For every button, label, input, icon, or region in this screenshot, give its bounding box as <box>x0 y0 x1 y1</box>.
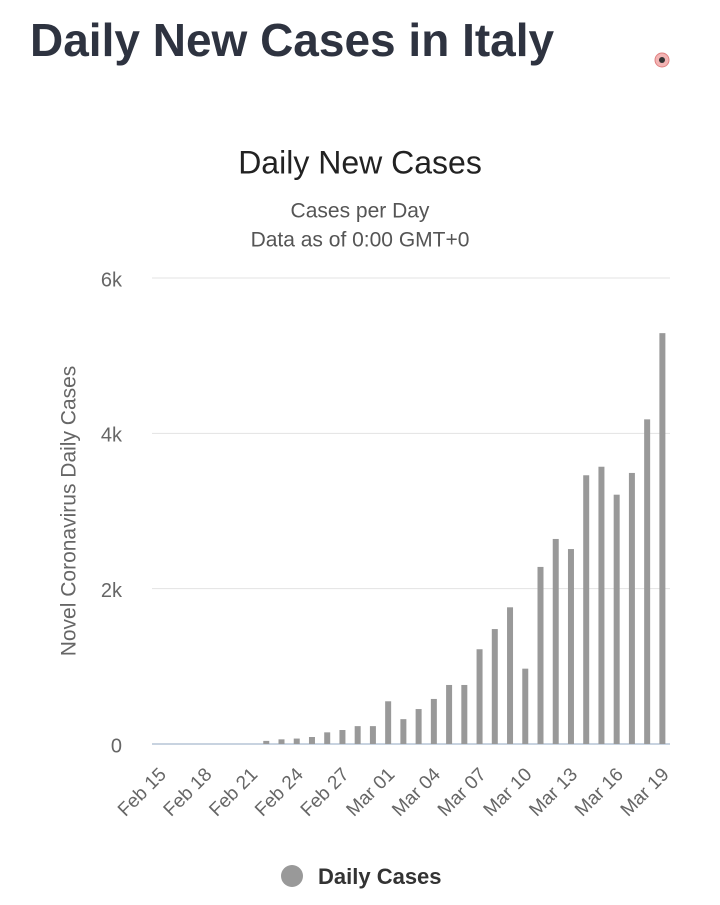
bar <box>354 726 361 744</box>
x-tick-label: Mar 16 <box>571 764 628 821</box>
bar <box>598 466 605 744</box>
chart-title: Daily New Cases <box>238 144 482 180</box>
y-tick-label: 0 <box>111 735 122 757</box>
x-tick-label: Mar 19 <box>617 764 674 821</box>
y-tick-label: 4k <box>101 425 123 447</box>
bar <box>308 737 315 744</box>
x-tick-label: Mar 10 <box>480 764 537 821</box>
x-tick-label: Mar 04 <box>388 764 445 821</box>
bar <box>537 566 544 744</box>
bar <box>400 719 407 744</box>
x-tick-label: Feb 18 <box>160 764 217 821</box>
x-tick-label: Feb 27 <box>297 764 354 821</box>
y-tick-label: 2k <box>101 580 123 602</box>
bar <box>507 607 514 744</box>
bar <box>339 730 346 744</box>
bar <box>583 475 590 744</box>
page-title: Daily New Cases in Italy <box>30 14 555 66</box>
x-tick-label: Feb 21 <box>205 764 262 821</box>
chart-subtitle: Cases per Day <box>291 200 430 223</box>
bar <box>369 726 376 744</box>
bar <box>552 538 559 744</box>
status-icon-dot <box>659 57 665 63</box>
bar <box>278 739 285 744</box>
bar <box>567 549 574 744</box>
bar <box>385 701 392 744</box>
x-tick-label: Feb 15 <box>114 764 171 821</box>
bar <box>430 698 437 744</box>
bar <box>446 684 453 744</box>
bar <box>613 494 620 744</box>
x-tick-label: Feb 24 <box>251 764 308 821</box>
y-tick-label: 6k <box>101 269 123 291</box>
bar <box>491 629 498 744</box>
bar <box>263 740 270 744</box>
bar <box>461 684 468 744</box>
bar <box>415 709 422 744</box>
legend-marker <box>281 865 303 887</box>
bar <box>628 472 635 744</box>
bar <box>659 333 666 744</box>
bar <box>644 419 651 744</box>
x-tick-label: Mar 01 <box>343 764 400 821</box>
chart-subtitle: Data as of 0:00 GMT+0 <box>251 229 470 252</box>
x-tick-label: Mar 13 <box>525 764 582 821</box>
y-axis-label: Novel Coronavirus Daily Cases <box>58 366 81 657</box>
bar <box>476 649 483 744</box>
legend-label: Daily Cases <box>318 864 442 889</box>
x-tick-label: Mar 07 <box>434 764 491 821</box>
bar <box>293 738 300 744</box>
bar <box>324 732 331 744</box>
bar <box>522 668 529 744</box>
